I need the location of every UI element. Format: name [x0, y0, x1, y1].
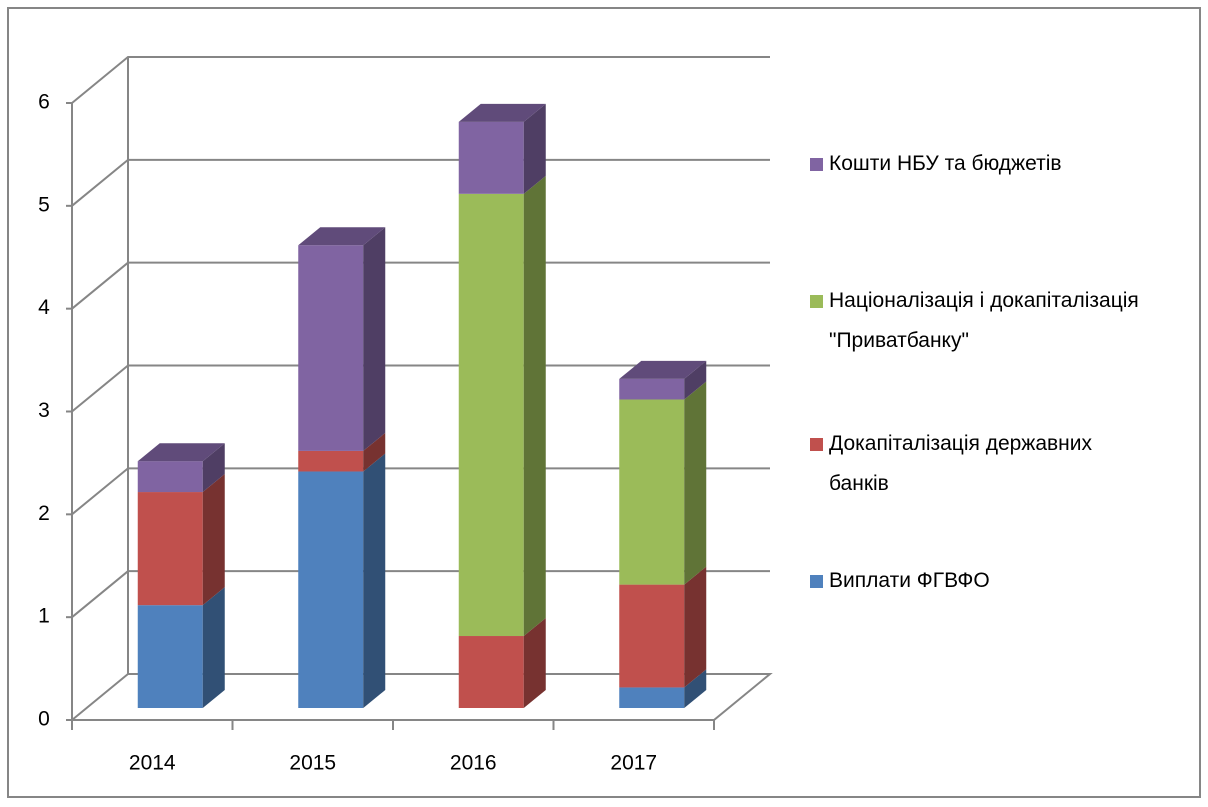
- bar-front: [619, 399, 685, 585]
- legend-item: Виплати ФГВФО: [810, 561, 1140, 601]
- bar-side: [684, 360, 707, 400]
- bar-segment: [137, 474, 225, 606]
- y-tick-label: 1: [38, 605, 50, 628]
- grid-line: [71, 56, 770, 104]
- x-tick-label: 2017: [610, 752, 657, 775]
- grid-line: [71, 261, 770, 310]
- bar-side: [523, 103, 546, 194]
- bar-front: [458, 636, 524, 708]
- bar-side: [363, 453, 386, 708]
- bar-side: [363, 227, 386, 451]
- legend-swatch: [810, 158, 823, 171]
- bar-side: [684, 566, 707, 688]
- y-tick-label: 6: [38, 91, 50, 114]
- grid-line: [71, 673, 770, 721]
- bar-front: [619, 687, 685, 708]
- bar-segment: [137, 587, 225, 708]
- x-tick-label: 2015: [289, 752, 336, 775]
- legend-swatch: [810, 295, 823, 308]
- grid-line: [71, 158, 770, 207]
- bar-front: [298, 471, 364, 708]
- legend-label: Кошти НБУ та бюджетів: [829, 152, 1062, 175]
- legend-label: Докапіталізація державних банків: [829, 432, 1093, 495]
- grid-line: [71, 467, 770, 516]
- bar-side: [684, 669, 707, 708]
- bar-top: [298, 227, 386, 246]
- bar-segment: [298, 227, 386, 451]
- bar-front: [458, 193, 524, 637]
- bar-side: [523, 618, 546, 708]
- legend-label: Виплати ФГВФО: [829, 569, 990, 592]
- bar-segment: [619, 669, 707, 708]
- bar-front: [298, 450, 364, 472]
- legend-item: Докапіталізація державних банків: [810, 424, 1140, 504]
- legend-swatch: [810, 575, 823, 588]
- grid-line: [71, 570, 770, 618]
- bar-segment: [619, 360, 707, 400]
- bar-segment: [298, 453, 386, 708]
- y-tick-label: 5: [38, 193, 50, 216]
- legend-swatch: [810, 438, 823, 451]
- bar-segment: [619, 381, 707, 585]
- y-tick-label: 2: [38, 502, 50, 525]
- bar-segment: [458, 175, 546, 637]
- bar-segment: [619, 566, 707, 688]
- bar-segment: [458, 103, 546, 194]
- y-tick-label: 3: [38, 399, 50, 422]
- bar-segment: [298, 432, 386, 472]
- bar-side: [202, 587, 225, 708]
- bar-front: [298, 245, 364, 451]
- bar-side: [202, 474, 225, 606]
- bar-front: [619, 378, 685, 400]
- bar-top: [619, 360, 707, 379]
- bar-top: [137, 443, 225, 462]
- bar-side: [523, 175, 546, 637]
- legend-item: Націоналізація і докапіталізація "Приват…: [810, 281, 1140, 361]
- bar-side: [363, 432, 386, 472]
- legend-item: Кошти НБУ та бюджетів: [810, 144, 1140, 184]
- bar-front: [137, 461, 203, 493]
- bar-side: [202, 443, 225, 493]
- bar-side: [684, 381, 707, 585]
- grid-line: [71, 364, 770, 413]
- bar-front: [619, 584, 685, 688]
- y-tick-label: 4: [38, 296, 50, 319]
- y-tick-label: 0: [38, 708, 50, 731]
- bar-segment: [458, 618, 546, 708]
- legend-label: Націоналізація і докапіталізація "Приват…: [829, 289, 1139, 352]
- x-tick-label: 2016: [450, 752, 497, 775]
- x-tick-label: 2014: [129, 752, 176, 775]
- bar-front: [137, 492, 203, 606]
- bar-top: [458, 103, 546, 122]
- bar-front: [137, 605, 203, 708]
- bar-segment: [137, 443, 225, 493]
- bar-front: [458, 121, 524, 194]
